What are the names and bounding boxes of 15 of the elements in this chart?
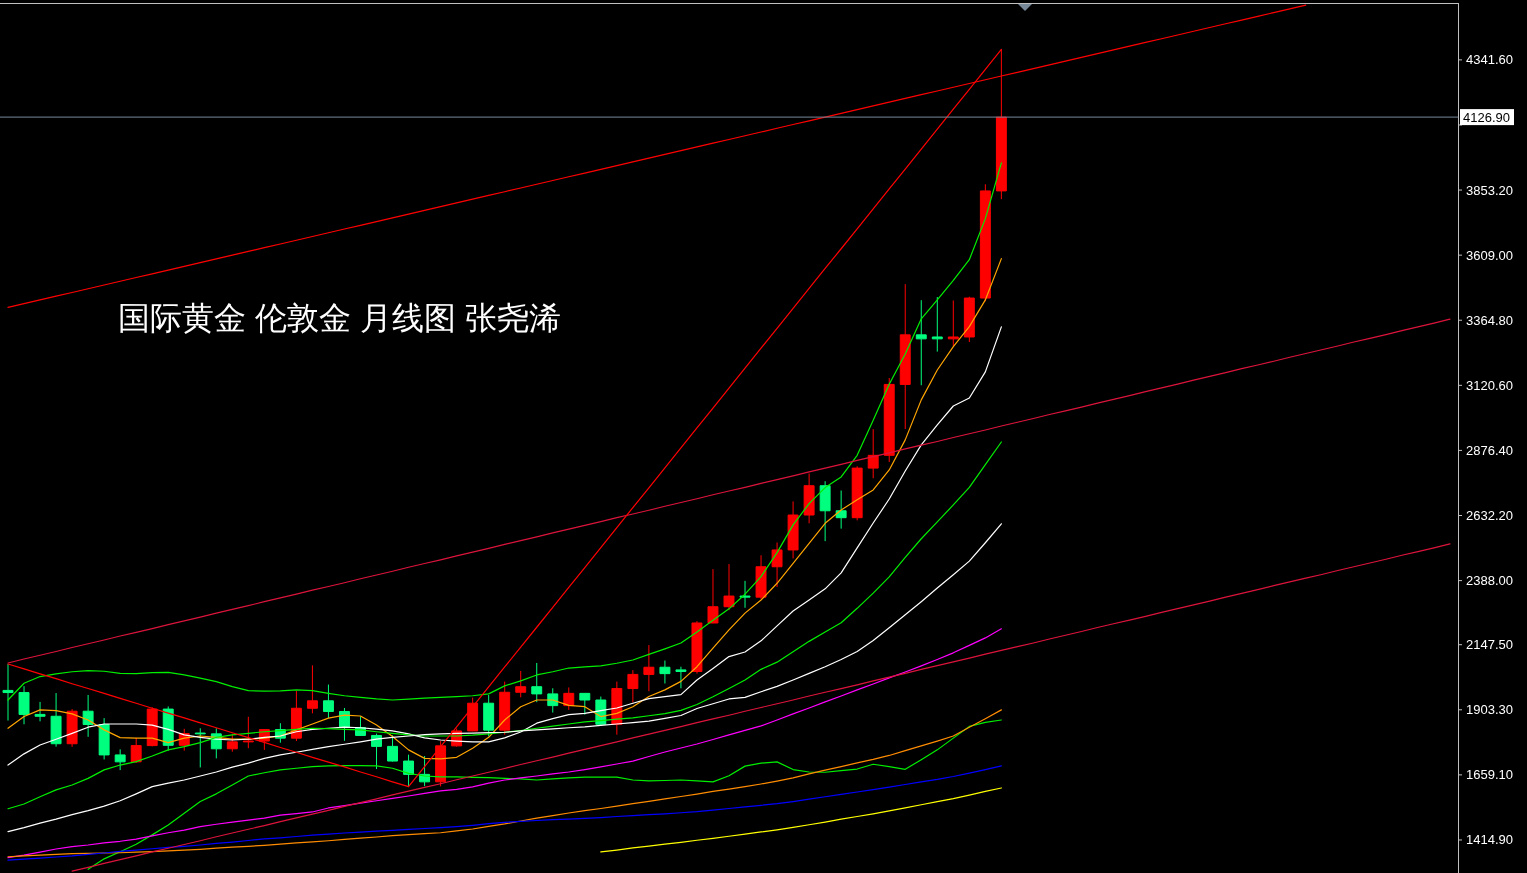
y-tick-label: 2632.20 (1466, 508, 1513, 523)
y-tick-label: 2388.00 (1466, 573, 1513, 589)
ref-line-label: 4126.90 (1463, 109, 1510, 125)
y-tick-label: 4341.60 (1466, 52, 1513, 68)
ref-line-label: 4126.90 (1460, 109, 1514, 126)
y-tick-label: 3364.80 (1466, 312, 1513, 328)
y-tick-label: 1659.10 (1466, 767, 1513, 783)
y-tick-label: 1903.30 (1466, 702, 1513, 718)
y-tick-label: 2147.50 (1466, 637, 1513, 653)
y-tick-label: 2876.40 (1466, 442, 1513, 458)
y-tick-label: 1414.90 (1466, 832, 1513, 848)
y-tick-label: 3853.20 (1466, 182, 1513, 198)
title: 国际黄金 伦敦金 月线图 张尧浠 (118, 300, 561, 336)
y-tick-label: 3609.00 (1466, 247, 1513, 263)
y-tick-label: 3120.60 (1466, 377, 1513, 393)
